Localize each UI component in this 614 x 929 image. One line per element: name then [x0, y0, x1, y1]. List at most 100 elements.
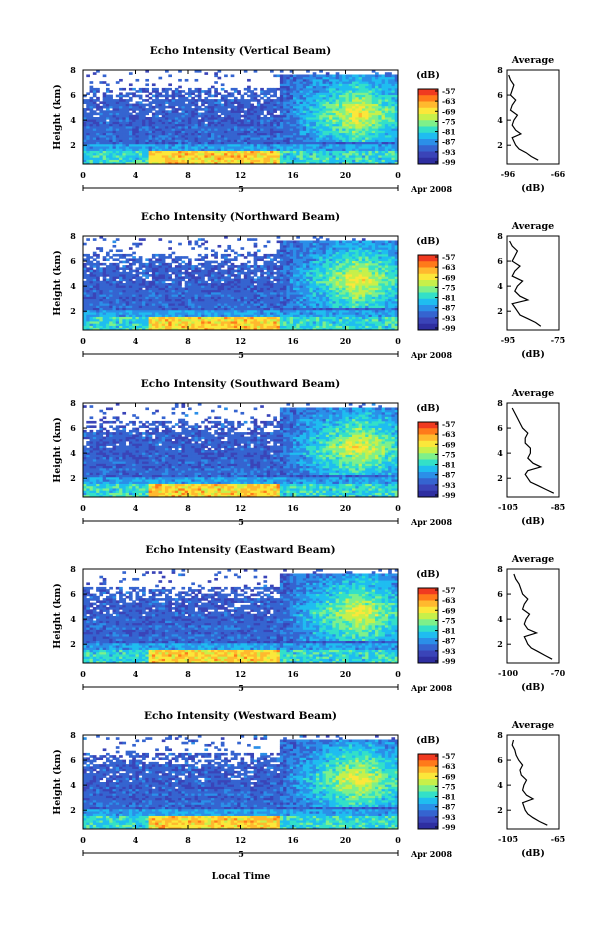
heatmap-cell [204, 119, 209, 122]
heatmap-cell [388, 137, 392, 140]
heatmap-cell [168, 309, 172, 313]
heatmap-cell [227, 287, 232, 291]
heatmap-cell [207, 159, 212, 163]
heatmap-cell [188, 260, 192, 264]
heatmap-cell [128, 280, 133, 284]
heatmap-cell [299, 152, 304, 156]
heatmap-cell [109, 325, 113, 329]
heatmap-cell [256, 146, 261, 149]
heatmap-cell [178, 289, 182, 293]
heatmap-cell [309, 74, 314, 78]
heatmap-cell [96, 148, 100, 151]
heatmap-cell [299, 161, 304, 165]
heatmap-cell [201, 117, 205, 120]
heatmap-cell [220, 108, 225, 111]
heatmap-cell [365, 152, 369, 156]
heatmap-cell [332, 157, 337, 160]
heatmap-cell [115, 265, 120, 268]
heatmap-cell [266, 101, 271, 104]
heatmap-cell [381, 159, 386, 163]
average-title: Average [511, 55, 554, 66]
heatmap-cell [325, 81, 330, 84]
heatmap-cell [138, 94, 143, 98]
heatmap-cell [352, 90, 356, 93]
heatmap-cell [243, 128, 248, 131]
heatmap-cell [378, 92, 382, 96]
heatmap-cell [155, 321, 159, 324]
heatmap-cell [201, 99, 205, 102]
heatmap-cell [214, 291, 218, 295]
heatmap-cell [155, 157, 159, 160]
heatmap-cell [355, 110, 360, 113]
heatmap-cell [286, 110, 291, 113]
heatmap-cell [204, 247, 209, 250]
heatmap-cell [135, 303, 140, 306]
heatmap-cell [135, 283, 140, 286]
heatmap-cell [194, 134, 199, 138]
heatmap-cell [237, 269, 241, 273]
heatmap-cell [92, 314, 97, 317]
heatmap-cell [302, 108, 307, 111]
heatmap-cell [194, 278, 199, 282]
heatmap-cell [204, 269, 209, 273]
heatmap-cell [125, 298, 130, 302]
heatmap-cell [384, 112, 389, 116]
heatmap-cell [135, 307, 140, 311]
heatmap-cell [155, 87, 159, 91]
heatmap-cell [207, 87, 212, 91]
heatmap-cell [194, 291, 199, 295]
heatmap-cell [217, 325, 222, 329]
heatmap-cell [276, 105, 281, 109]
heatmap-cell [263, 141, 268, 145]
heatmap-cell [109, 321, 113, 324]
heatmap-cell [89, 112, 94, 116]
heatmap-cell [122, 289, 127, 293]
heatmap-cell [161, 321, 166, 324]
heatmap-cell [391, 87, 396, 91]
heatmap-cell [355, 137, 360, 140]
heatmap-cell [115, 161, 120, 165]
heatmap-cell [210, 307, 215, 311]
heatmap-cell [312, 143, 317, 147]
heatmap-cell [384, 128, 389, 131]
heatmap-cell [293, 78, 297, 82]
heatmap-cell [96, 314, 100, 317]
heatmap-cell [309, 108, 314, 111]
heatmap-cell [240, 110, 245, 113]
heatmap-cell [227, 253, 232, 257]
heatmap-cell [128, 159, 133, 163]
heatmap-cell [151, 314, 156, 317]
heatmap-cell [315, 92, 320, 96]
heatmap-cell [296, 108, 300, 111]
heatmap-cell [381, 103, 386, 107]
heatmap-cell [125, 260, 130, 264]
heatmap-cell [302, 85, 307, 89]
heatmap-cell [319, 114, 323, 118]
heatmap-cell [233, 152, 238, 156]
heatmap-cell [256, 161, 261, 165]
heatmap-cell [247, 157, 251, 160]
heatmap-cell [220, 274, 225, 277]
heatmap-cell [86, 314, 90, 317]
heatmap-cell [365, 78, 369, 82]
heatmap-cell [132, 258, 136, 262]
heatmap-cell [325, 101, 330, 104]
heatmap-cell [135, 287, 140, 291]
heatmap-cell [279, 152, 284, 156]
heatmap-cell [365, 121, 369, 125]
heatmap-cell [135, 103, 140, 107]
heatmap-cell [174, 99, 179, 102]
heatmap-cell [315, 81, 320, 84]
heatmap-cell [207, 101, 212, 104]
heatmap-cell [161, 269, 166, 273]
heatmap-cell [112, 318, 117, 322]
heatmap-cell [338, 137, 343, 140]
heatmap-cell [119, 309, 123, 313]
heatmap-cell [289, 132, 294, 136]
heatmap-cell [293, 157, 297, 160]
heatmap-cell [161, 271, 166, 275]
heatmap-cell [161, 285, 166, 288]
heatmap-cell [381, 96, 386, 100]
heatmap-cell [224, 74, 228, 78]
heatmap-cell [230, 141, 235, 145]
